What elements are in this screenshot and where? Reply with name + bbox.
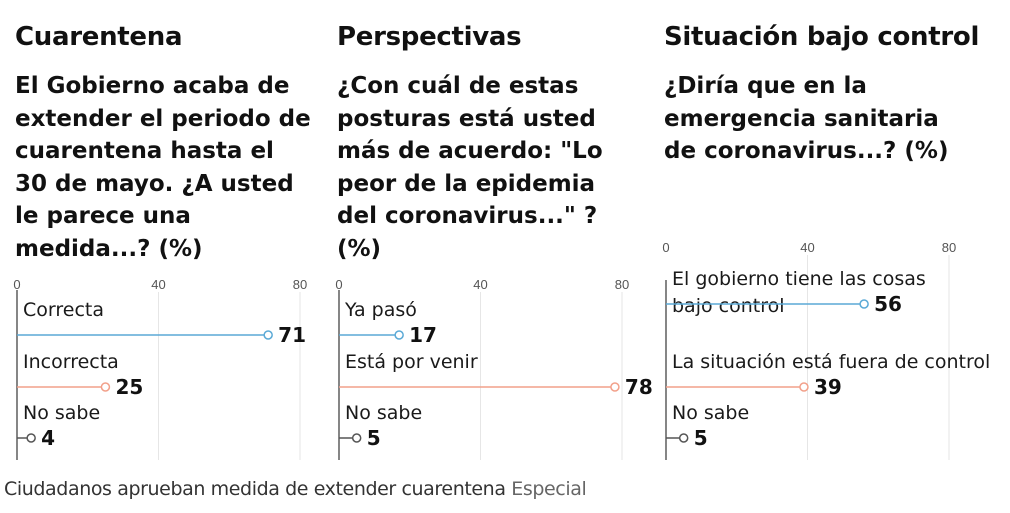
x-tick-label: 80: [942, 240, 956, 255]
question-line: más de acuerdo: "Lo: [337, 138, 603, 165]
question-line: 30 de mayo. ¿A usted: [15, 170, 294, 197]
lollipop-dot: [351, 433, 362, 443]
value-label: 39: [814, 375, 842, 399]
value-label: 5: [694, 426, 708, 450]
value-label: 71: [278, 323, 306, 347]
caption-credit: Especial: [511, 478, 587, 500]
panel-title: Situación bajo control: [664, 22, 980, 52]
category-label: La situación está fuera de control: [672, 351, 990, 373]
value-label: 25: [115, 375, 143, 399]
category-label: No sabe: [345, 402, 422, 424]
lollipop-dot: [799, 382, 809, 392]
question-line: posturas está usted: [337, 105, 596, 132]
category-label: Está por venir: [345, 351, 478, 373]
panel-title: Perspectivas: [337, 22, 522, 52]
value-label: 4: [41, 426, 55, 450]
lollipop-dot: [394, 330, 404, 340]
question-line: le parece una: [15, 203, 191, 230]
x-tick-label: 0: [662, 240, 669, 255]
panel-title: Cuarentena: [15, 22, 183, 52]
x-tick-label: 40: [151, 277, 165, 292]
edge-fade: [990, 0, 1010, 470]
panel-perspectivas: Perspectivas ¿Con cuál de estas posturas…: [335, 0, 653, 470]
category-label: Incorrecta: [23, 351, 119, 373]
x-tick-label: 0: [13, 277, 20, 292]
value-label: 17: [409, 323, 437, 347]
category-label: Correcta: [23, 299, 104, 321]
category-label: Ya pasó: [344, 299, 417, 321]
category-label: No sabe: [672, 402, 749, 424]
question-line: del coronavirus..." ?: [337, 203, 598, 230]
category-label: bajo control: [672, 295, 785, 317]
question-line: ¿Con cuál de estas: [337, 73, 579, 99]
lollipop-dot: [100, 382, 111, 392]
x-tick-label: 40: [473, 277, 487, 292]
lollipop-chart: 0 40 80 El gobierno tiene las cosas bajo con…: [662, 240, 990, 460]
x-tick-label: 80: [615, 277, 629, 292]
value-label: 78: [625, 375, 653, 399]
question-line: medida...? (%): [15, 235, 203, 262]
panel-question: El Gobierno acaba de extender el periodo…: [15, 70, 311, 266]
lollipop-dot: [26, 433, 36, 443]
panel-cuarentena: Cuarentena El Gobierno acaba de extender…: [13, 0, 315, 470]
question-line: (%): [337, 235, 382, 262]
question-line: El Gobierno acaba de: [15, 73, 290, 99]
value-label: 5: [367, 426, 381, 450]
question-line: extender el periodo de: [15, 105, 311, 132]
x-tick-label: 40: [800, 240, 814, 255]
question-line: emergencia sanitaria: [664, 105, 939, 132]
caption-text: Ciudadanos aprueban medida de extender c…: [4, 478, 506, 500]
lollipop-dot: [859, 299, 869, 309]
value-label: 56: [874, 292, 902, 316]
panel-question: ¿Diría que en la emergencia sanitaria de…: [664, 70, 948, 168]
question-line: de coronavirus...? (%): [664, 138, 949, 165]
question-line: peor de la epidemia: [337, 170, 596, 197]
question-line: ¿Diría que en la: [664, 73, 867, 99]
caption: Ciudadanos aprueban medida de extender c…: [4, 478, 587, 500]
category-label: El gobierno tiene las cosas: [672, 268, 926, 290]
category-label: No sabe: [23, 402, 100, 424]
lollipop-dot: [610, 382, 620, 392]
x-tick-label: 0: [335, 277, 342, 292]
lollipop-dot: [263, 330, 273, 340]
x-tick-label: 80: [293, 277, 307, 292]
question-line: cuarentena hasta el: [15, 138, 274, 165]
panel-question: ¿Con cuál de estas posturas está usted m…: [337, 70, 603, 266]
panel-situacion: Situación bajo control ¿Diría que en la …: [662, 0, 1004, 470]
lollipop-dot: [678, 433, 689, 443]
